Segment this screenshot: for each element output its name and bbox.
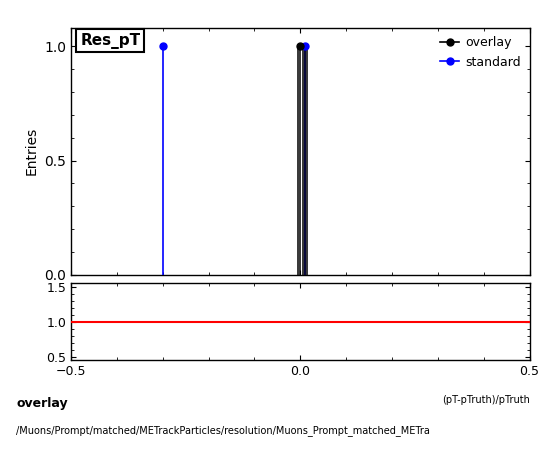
Text: overlay: overlay bbox=[16, 397, 68, 410]
Legend: overlay, standard: overlay, standard bbox=[435, 31, 526, 74]
Text: Res_pT: Res_pT bbox=[80, 33, 140, 49]
Text: (pT-pTruth)/pTruth: (pT-pTruth)/pTruth bbox=[442, 395, 530, 405]
Text: /Muons/Prompt/matched/METrackParticles/resolution/Muons_Prompt_matched_METra: /Muons/Prompt/matched/METrackParticles/r… bbox=[16, 425, 430, 436]
Y-axis label: Entries: Entries bbox=[25, 127, 39, 176]
